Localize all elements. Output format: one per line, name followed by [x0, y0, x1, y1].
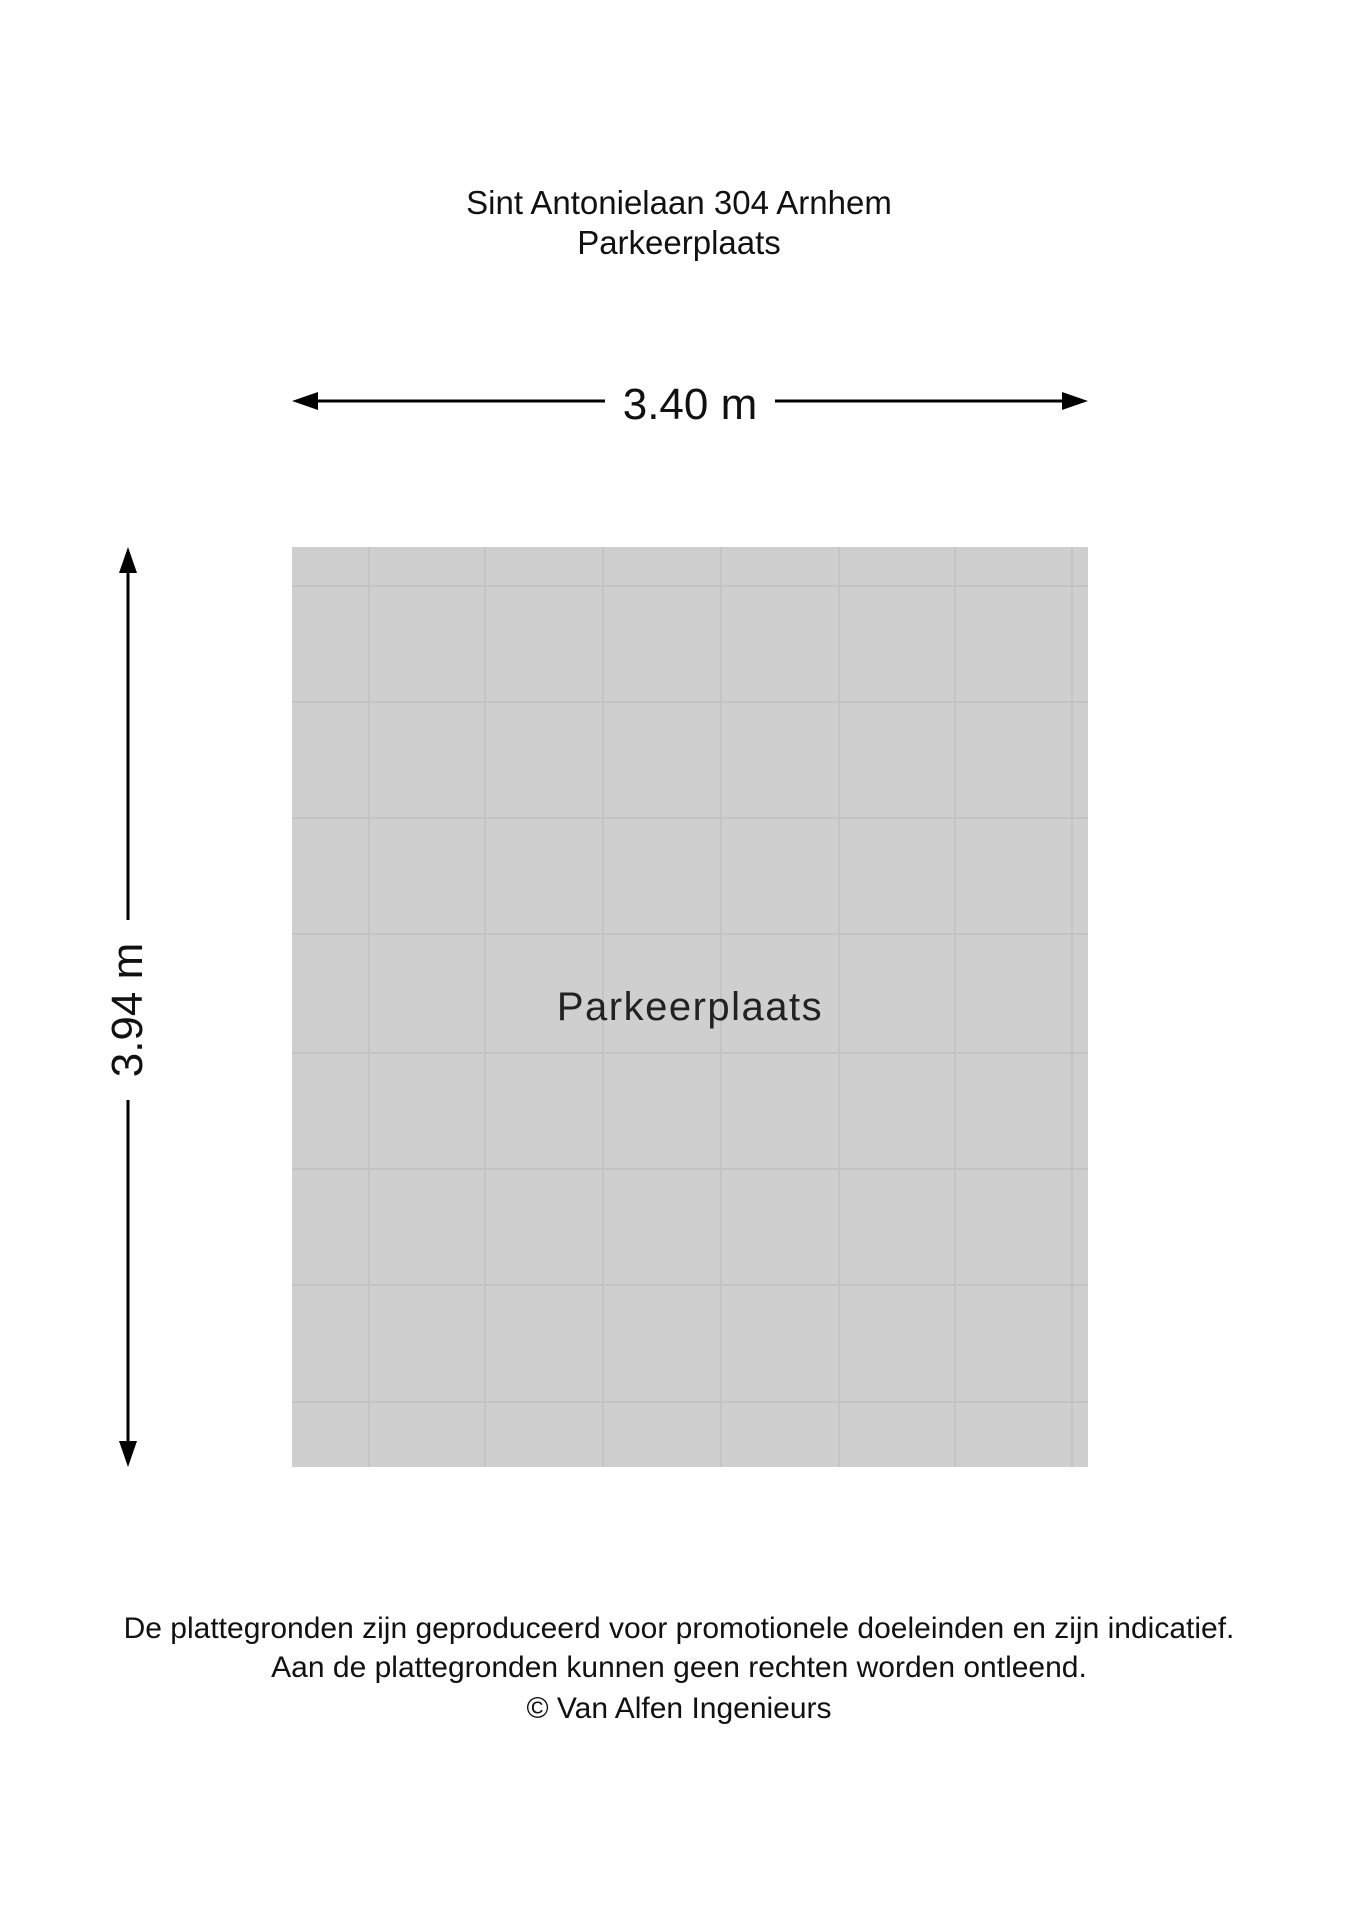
- disclaimer-line-2: Aan de plattegronden kunnen geen rechten…: [271, 1651, 1087, 1684]
- width-dimension-arrow: [292, 392, 1088, 410]
- room-label: Parkeerplaats: [556, 985, 824, 1029]
- width-label: 3.40 m: [622, 380, 758, 429]
- floor-title: Parkeerplaats: [577, 224, 781, 261]
- address-title: Sint Antonielaan 304 Arnhem: [466, 184, 892, 221]
- disclaimer-line-1: De plattegronden zijn geproduceerd voor …: [123, 1612, 1235, 1645]
- height-label: 3.94 m: [103, 920, 153, 1100]
- copyright: © Van Alfen Ingenieurs: [526, 1692, 832, 1725]
- parking-space: Parkeerplaats: [292, 547, 1088, 1467]
